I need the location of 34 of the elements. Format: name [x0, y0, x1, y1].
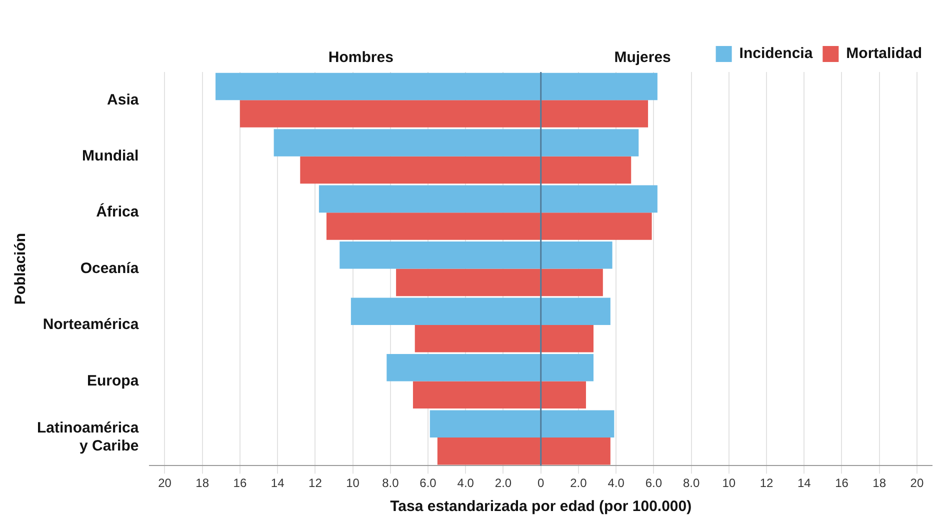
- x-tick-label: 20: [910, 476, 924, 490]
- x-tick-label: 0: [538, 476, 545, 490]
- x-tick-label: 6.0: [420, 476, 437, 490]
- y-tick-label: Norteamérica: [42, 316, 140, 334]
- y-tick-label: Latinoamérica y Caribe: [36, 420, 140, 455]
- y-tick-label: África: [96, 202, 140, 221]
- x-tick-label: 14: [270, 476, 285, 490]
- x-tick-label: 4.0: [457, 476, 474, 490]
- x-tick-label: 20: [158, 476, 172, 490]
- x-tick-label: 18: [872, 476, 886, 490]
- y-tick-label: Oceanía: [80, 260, 140, 277]
- x-tick-label: 6.0: [645, 476, 662, 490]
- x-tick-label: 16: [233, 476, 247, 490]
- x-axis-title: Tasa estandarizada por edad (por 100.000): [390, 498, 692, 516]
- x-tick-label: 4.0: [608, 476, 625, 490]
- text: Hombres: [328, 49, 394, 66]
- x-tick-label: 10: [722, 476, 736, 490]
- y-tick-label: Mundial: [82, 147, 139, 164]
- x-tick-label: 16: [835, 476, 849, 490]
- x-tick-label: 12: [760, 476, 774, 490]
- x-tick-label: 8.0: [682, 476, 700, 490]
- x-tick-label: 18: [196, 476, 210, 490]
- x-tick-label: 12: [308, 476, 322, 490]
- x-tick-label: 2.0: [494, 476, 512, 490]
- y-tick-label: Europa: [87, 372, 140, 390]
- x-tick-label: 2.0: [570, 476, 588, 490]
- text: Mujeres: [614, 49, 671, 66]
- y-axis-title: Población: [12, 232, 30, 305]
- legend-label: Incidencia: [739, 45, 814, 62]
- y-tick-label: Asia: [107, 91, 140, 108]
- x-tick-label: 14: [797, 476, 812, 490]
- x-tick-label: 10: [346, 476, 360, 490]
- legend-label: Mortalidad: [846, 45, 922, 62]
- x-tick-label: 8.0: [382, 476, 400, 490]
